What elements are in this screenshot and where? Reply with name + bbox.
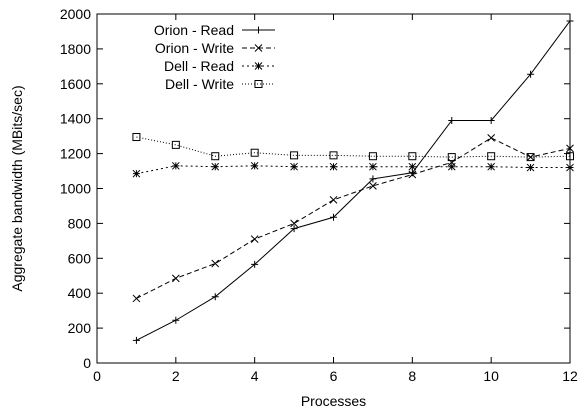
data-point-marker <box>211 293 219 301</box>
legend-marker <box>255 26 262 34</box>
data-point-marker <box>408 170 417 179</box>
legend-label: Orion - Read <box>154 22 234 38</box>
x-axis-label: Processes <box>301 393 366 409</box>
data-point-marker <box>211 152 220 161</box>
series-line <box>136 136 571 158</box>
y-tick-label: 1400 <box>60 111 91 127</box>
legend-marker <box>254 62 263 70</box>
data-point-marker <box>329 162 338 171</box>
y-tick-label: 600 <box>68 250 92 266</box>
legend-marker <box>254 44 263 52</box>
series-line <box>136 20 571 341</box>
data-point-marker <box>527 70 535 78</box>
data-point-marker <box>447 162 456 171</box>
data-point-marker <box>172 316 180 324</box>
y-axis-label: Aggregate bandwidth (MBits/sec) <box>9 85 25 291</box>
x-tick-label: 2 <box>172 368 180 384</box>
data-point-marker <box>171 274 180 283</box>
x-tick-label: 8 <box>408 368 416 384</box>
series-line <box>136 137 571 299</box>
data-point-marker <box>211 162 220 171</box>
data-point-marker <box>448 116 456 124</box>
data-point-marker <box>369 162 377 171</box>
data-point-marker <box>329 195 338 204</box>
y-tick-label: 1800 <box>60 41 91 57</box>
data-point-marker <box>171 140 180 149</box>
legend-label: Dell - Read <box>164 58 234 74</box>
data-point-marker <box>250 235 259 243</box>
data-point-marker <box>171 161 180 170</box>
data-point-marker <box>132 336 140 344</box>
data-point-marker <box>290 162 298 171</box>
x-tick-label: 12 <box>562 368 578 384</box>
data-point-marker <box>290 219 298 228</box>
data-point-marker <box>487 116 495 124</box>
y-tick-label: 400 <box>68 285 92 301</box>
data-point-marker <box>132 133 141 142</box>
x-tick-label: 4 <box>251 368 259 384</box>
legend-marker <box>254 80 263 88</box>
data-point-marker <box>369 175 377 183</box>
y-tick-label: 1600 <box>60 76 91 92</box>
x-tick-label: 0 <box>93 368 101 384</box>
y-tick-label: 2000 <box>60 6 91 22</box>
data-point-marker <box>566 17 574 25</box>
y-tick-label: 1000 <box>60 181 91 197</box>
series-lines <box>132 17 574 344</box>
y-tick-label: 1200 <box>60 146 91 162</box>
legend-entry: Orion - Write <box>155 40 275 56</box>
data-point-marker <box>369 182 377 190</box>
series-dell-write <box>132 133 574 162</box>
series-orion-read <box>132 17 574 344</box>
series-dell-read <box>132 161 574 178</box>
data-point-marker <box>447 153 456 162</box>
data-point-marker <box>526 163 535 172</box>
data-point-marker <box>487 152 496 161</box>
data-point-marker <box>250 161 259 170</box>
data-point-marker <box>526 153 535 162</box>
data-point-marker <box>290 225 298 233</box>
legend-entry: Dell - Read <box>164 58 275 74</box>
data-point-marker <box>487 162 496 171</box>
legend-label: Orion - Write <box>155 40 234 56</box>
data-point-marker <box>408 152 417 161</box>
data-point-marker <box>290 151 299 160</box>
x-tick-label: 10 <box>483 368 499 384</box>
x-tick-label: 6 <box>330 368 338 384</box>
legend: Orion - Read Orion - Write Dell - Read Dell… <box>154 22 275 92</box>
data-point-marker <box>368 152 377 161</box>
data-point-marker <box>132 169 141 178</box>
data-point-marker <box>566 144 574 153</box>
data-point-marker <box>251 260 259 268</box>
data-point-marker <box>566 152 574 161</box>
data-point-marker <box>408 162 417 171</box>
y-tick-label: 0 <box>83 355 91 371</box>
series-orion-write <box>132 134 574 303</box>
series-line <box>136 165 570 175</box>
data-point-marker <box>211 259 220 268</box>
data-point-marker <box>330 213 337 221</box>
legend-entry: Dell - Write <box>165 76 275 92</box>
legend-label: Dell - Write <box>165 76 234 92</box>
data-point-marker <box>132 294 141 303</box>
data-point-marker <box>329 151 338 160</box>
data-point-marker <box>487 134 496 142</box>
data-point-marker <box>250 148 259 157</box>
y-tick-label: 200 <box>68 320 92 336</box>
axis-ticks: 0 2 4 6 8 10 12 0 200 400 600 800 1000 1200 1400 1600 18… <box>60 6 578 384</box>
legend-entry: Orion - Read <box>154 22 275 38</box>
data-point-marker <box>566 163 574 172</box>
y-tick-label: 800 <box>68 215 92 231</box>
